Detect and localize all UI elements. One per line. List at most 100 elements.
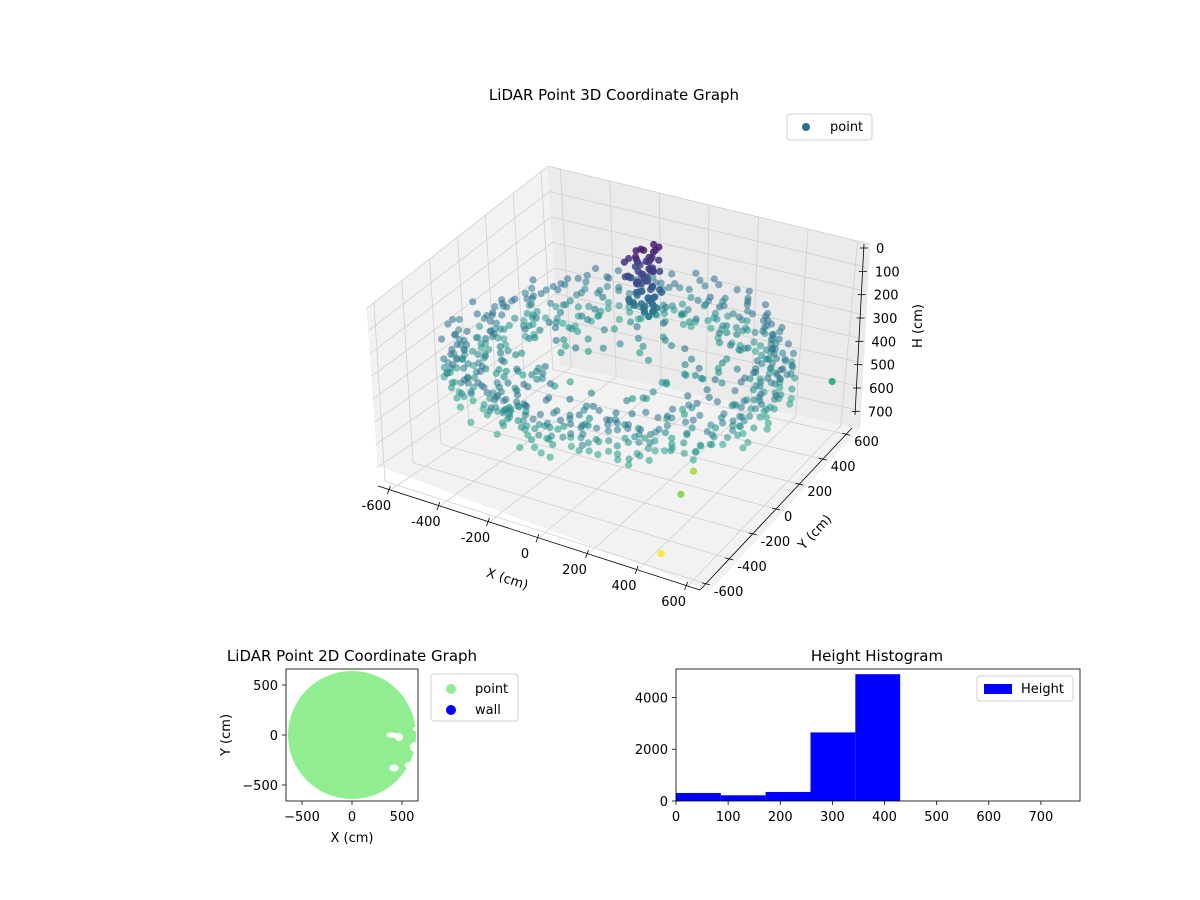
point-3d (751, 328, 759, 336)
point-3d (584, 347, 592, 356)
point-3d (668, 270, 676, 278)
y-tick-label: -400 (737, 560, 767, 575)
point-3d (567, 442, 576, 450)
point-3d (574, 303, 583, 311)
point-3d (634, 278, 642, 286)
point-3d (512, 351, 520, 359)
point-3d (527, 300, 536, 308)
y-tick (818, 457, 827, 461)
point-3d (744, 294, 752, 302)
grid-back-x (840, 240, 859, 426)
point-3d (533, 375, 541, 383)
point-3d (605, 437, 613, 445)
point-3d (519, 417, 527, 425)
point-3d (560, 422, 568, 430)
point-3d (578, 441, 586, 449)
point-3d (528, 436, 536, 444)
point-3d (732, 324, 741, 332)
point-3d (708, 441, 716, 449)
grid-height (372, 267, 861, 400)
point-3d (776, 384, 784, 392)
z-tick-label: 400 (871, 335, 896, 350)
point-3d (668, 302, 677, 310)
point-3d (687, 293, 695, 302)
point-3d (715, 368, 723, 376)
point-3d (494, 392, 502, 400)
point-3d (521, 401, 529, 409)
point-3d (752, 347, 760, 355)
point-3d (513, 391, 522, 399)
point-3d (605, 447, 613, 455)
point-3d (715, 339, 724, 347)
y-tick-label: -200 (761, 535, 791, 550)
point-3d (641, 303, 649, 311)
point-3d (505, 413, 514, 421)
legend-frame (786, 113, 873, 141)
point-3d (575, 411, 583, 419)
point-3d (560, 336, 568, 344)
point-3d (735, 313, 743, 321)
point-3d (644, 444, 653, 453)
point-3d (729, 310, 737, 318)
point-3d (731, 387, 739, 395)
grid-left-y (429, 258, 442, 445)
point-3d (733, 330, 741, 339)
point-3d (669, 405, 677, 413)
point-3d (724, 312, 732, 320)
point-3d (678, 300, 687, 308)
point-3d (596, 286, 604, 295)
point-3d (583, 271, 591, 279)
y-tick (771, 507, 781, 511)
point-3d (668, 434, 676, 442)
point-3d (623, 397, 631, 405)
point-3d (723, 322, 731, 330)
point-3d (567, 420, 575, 428)
point-3d (667, 447, 675, 455)
point-3d (584, 439, 592, 447)
point-3d (770, 350, 778, 358)
point-cloud-gap (412, 726, 418, 732)
point-3d (536, 326, 544, 334)
point-3d (566, 415, 574, 423)
histogram-frame (675, 668, 1081, 802)
chart-3d-grid (366, 165, 871, 587)
point-3d (480, 383, 488, 391)
point-3d (518, 349, 526, 357)
x-tick (486, 517, 490, 527)
point-3d (641, 434, 649, 442)
point-3d (615, 315, 624, 323)
point-3d (788, 385, 796, 393)
x-tick-label: -200 (461, 531, 491, 546)
x-axis-line (377, 485, 701, 591)
point-3d (613, 426, 622, 434)
point-3d (689, 456, 697, 464)
point-3d (542, 396, 550, 404)
point-3d (625, 455, 633, 463)
point-3d (727, 341, 735, 349)
point-3d (469, 397, 477, 405)
point-3d (711, 309, 720, 317)
point-3d (638, 287, 646, 296)
point-3d (692, 269, 700, 277)
point-3d (657, 279, 665, 287)
x-tick-label-hist: 200 (768, 810, 793, 825)
point-3d (631, 253, 640, 261)
point-3d (775, 335, 783, 343)
y-tick-label: 600 (854, 435, 879, 450)
grid-floor-x (588, 405, 752, 555)
x-tick-label-hist: 700 (1028, 810, 1053, 825)
point-3d (632, 289, 640, 297)
point-3d (771, 380, 779, 388)
point-3d (646, 439, 654, 447)
point-3d (786, 400, 794, 408)
point-3d (559, 301, 567, 309)
point-3d (557, 349, 565, 357)
histogram-bar (855, 674, 901, 801)
point-3d (649, 273, 657, 281)
point-3d (523, 295, 531, 303)
point-3d (502, 367, 510, 375)
grid-height (369, 216, 866, 354)
x-tick (436, 501, 441, 511)
point-3d (496, 325, 504, 333)
point-3d (737, 403, 745, 411)
